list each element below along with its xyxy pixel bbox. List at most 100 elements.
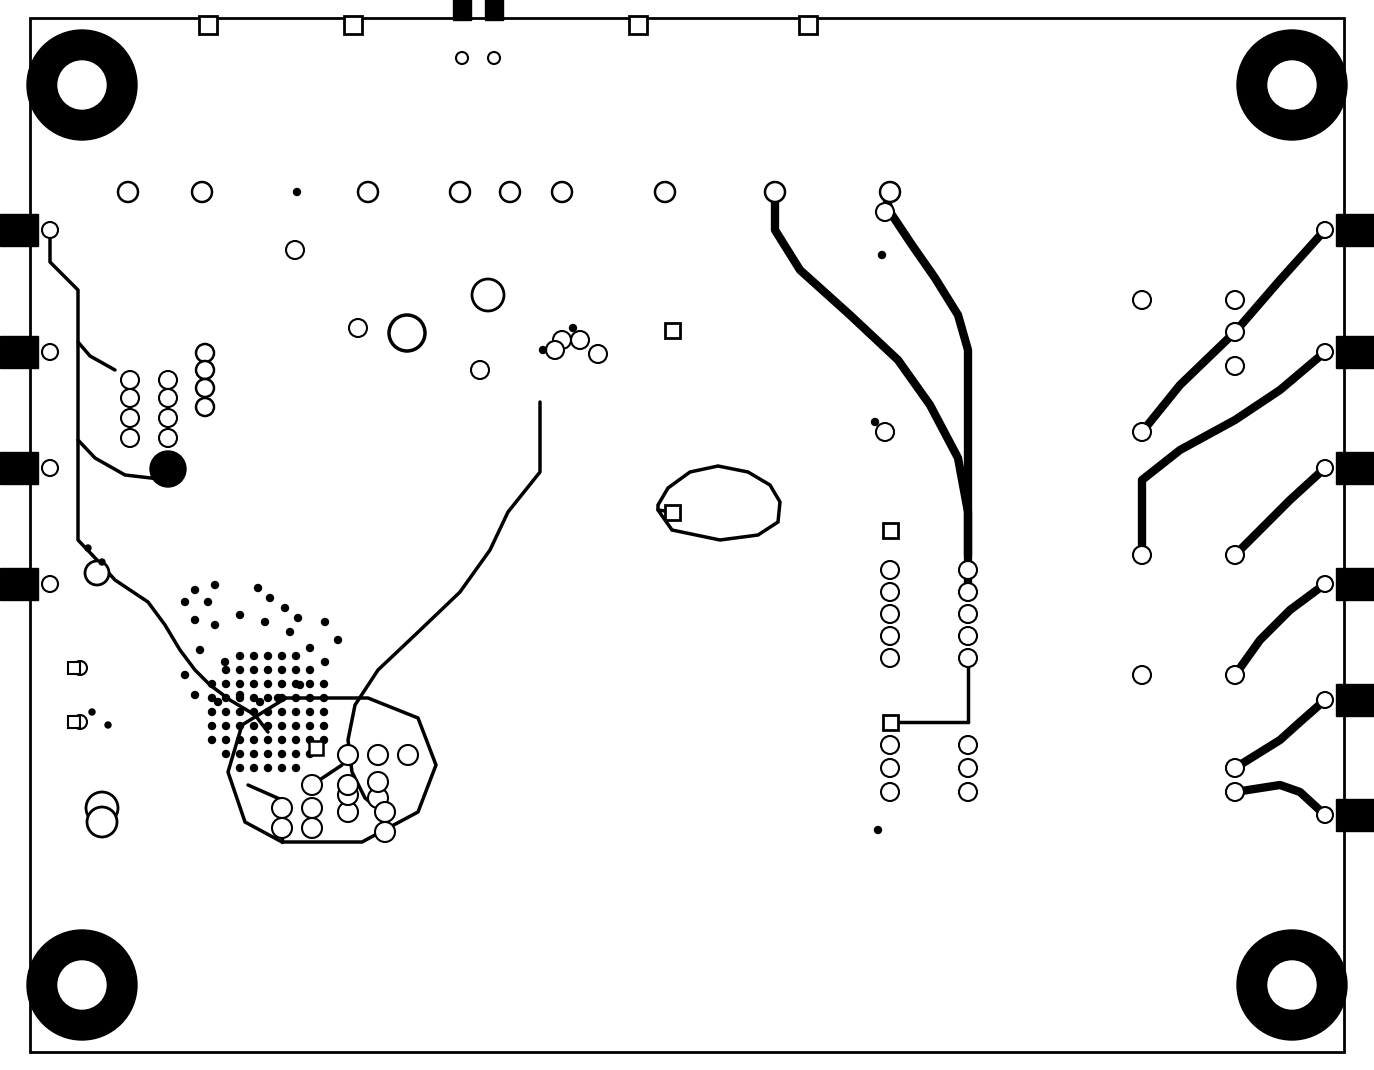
Circle shape bbox=[294, 614, 301, 622]
Circle shape bbox=[881, 561, 899, 579]
Circle shape bbox=[293, 750, 300, 758]
Circle shape bbox=[261, 618, 268, 626]
Circle shape bbox=[338, 785, 359, 805]
Circle shape bbox=[368, 771, 387, 792]
Circle shape bbox=[250, 750, 257, 758]
Circle shape bbox=[191, 691, 198, 699]
Circle shape bbox=[878, 251, 885, 259]
Circle shape bbox=[375, 822, 394, 842]
Circle shape bbox=[191, 616, 198, 624]
Circle shape bbox=[250, 653, 257, 659]
Circle shape bbox=[159, 409, 177, 427]
Circle shape bbox=[236, 681, 243, 688]
Circle shape bbox=[881, 605, 899, 623]
Circle shape bbox=[58, 61, 106, 109]
Circle shape bbox=[320, 708, 327, 716]
Circle shape bbox=[293, 667, 300, 673]
Circle shape bbox=[1134, 666, 1151, 684]
Circle shape bbox=[223, 722, 229, 730]
Circle shape bbox=[223, 708, 229, 716]
Circle shape bbox=[275, 694, 282, 702]
Circle shape bbox=[265, 722, 272, 730]
Circle shape bbox=[1226, 783, 1243, 801]
Circle shape bbox=[159, 389, 177, 407]
Circle shape bbox=[223, 750, 229, 758]
Circle shape bbox=[877, 423, 894, 441]
Circle shape bbox=[99, 559, 104, 565]
Circle shape bbox=[43, 343, 58, 360]
Circle shape bbox=[765, 182, 785, 202]
Circle shape bbox=[265, 681, 272, 688]
Circle shape bbox=[87, 792, 118, 824]
Circle shape bbox=[293, 722, 300, 730]
Circle shape bbox=[196, 646, 203, 654]
Bar bbox=[0, 568, 38, 600]
Circle shape bbox=[881, 736, 899, 754]
Circle shape bbox=[959, 736, 977, 754]
Bar bbox=[629, 16, 647, 34]
Circle shape bbox=[877, 203, 894, 221]
Circle shape bbox=[302, 775, 322, 795]
Circle shape bbox=[236, 750, 243, 758]
Circle shape bbox=[322, 618, 328, 626]
Circle shape bbox=[1226, 323, 1243, 341]
Circle shape bbox=[236, 667, 243, 673]
Circle shape bbox=[209, 694, 216, 702]
Circle shape bbox=[959, 561, 977, 579]
Bar bbox=[1336, 214, 1374, 246]
Bar bbox=[485, 0, 503, 20]
Circle shape bbox=[236, 611, 243, 618]
Circle shape bbox=[293, 653, 300, 659]
Circle shape bbox=[451, 182, 470, 202]
Circle shape bbox=[320, 694, 327, 702]
Bar bbox=[800, 16, 818, 34]
Circle shape bbox=[488, 52, 500, 64]
Circle shape bbox=[334, 637, 342, 643]
Bar bbox=[1336, 799, 1374, 831]
Circle shape bbox=[223, 667, 229, 673]
Circle shape bbox=[959, 783, 977, 801]
Circle shape bbox=[181, 598, 188, 606]
Circle shape bbox=[205, 598, 212, 606]
Circle shape bbox=[338, 775, 359, 795]
Circle shape bbox=[294, 188, 301, 196]
Circle shape bbox=[552, 331, 572, 349]
Circle shape bbox=[1226, 291, 1243, 309]
Circle shape bbox=[85, 561, 109, 585]
Bar bbox=[67, 716, 80, 728]
Circle shape bbox=[121, 409, 139, 427]
Circle shape bbox=[302, 817, 322, 838]
Circle shape bbox=[306, 681, 313, 688]
Circle shape bbox=[1318, 807, 1333, 823]
Circle shape bbox=[320, 736, 327, 744]
Circle shape bbox=[1226, 546, 1243, 564]
Circle shape bbox=[265, 694, 272, 702]
Circle shape bbox=[209, 708, 216, 716]
Circle shape bbox=[265, 653, 272, 659]
Bar bbox=[665, 504, 680, 520]
Circle shape bbox=[375, 802, 394, 822]
Circle shape bbox=[368, 745, 387, 765]
Circle shape bbox=[209, 736, 216, 744]
Bar bbox=[0, 214, 38, 246]
Circle shape bbox=[250, 722, 257, 730]
Circle shape bbox=[250, 764, 257, 771]
Circle shape bbox=[456, 52, 469, 64]
Circle shape bbox=[209, 722, 216, 730]
Circle shape bbox=[250, 708, 257, 716]
Circle shape bbox=[1226, 666, 1243, 684]
Circle shape bbox=[236, 764, 243, 771]
Circle shape bbox=[1237, 30, 1347, 140]
Circle shape bbox=[43, 221, 58, 238]
Circle shape bbox=[297, 682, 304, 688]
Circle shape bbox=[306, 667, 313, 673]
Circle shape bbox=[279, 764, 286, 771]
Circle shape bbox=[959, 649, 977, 667]
Circle shape bbox=[1226, 759, 1243, 777]
Circle shape bbox=[306, 708, 313, 716]
Circle shape bbox=[89, 709, 95, 715]
Bar bbox=[882, 522, 897, 537]
Bar bbox=[665, 322, 680, 337]
Circle shape bbox=[1318, 343, 1333, 360]
Circle shape bbox=[279, 722, 286, 730]
